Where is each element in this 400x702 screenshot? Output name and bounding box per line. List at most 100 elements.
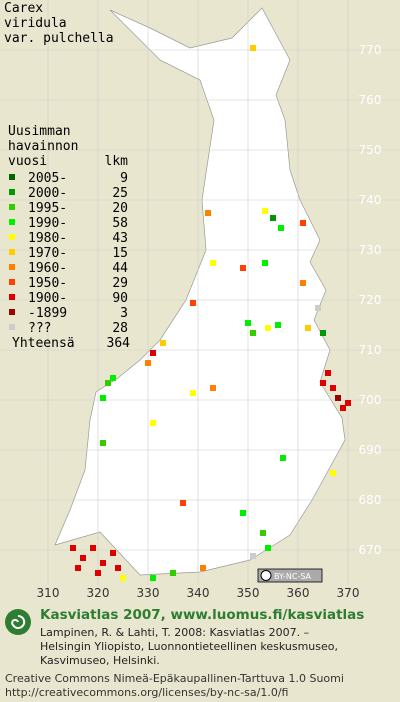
observation-square — [330, 385, 336, 391]
observation-square — [270, 215, 276, 221]
species-title: Carex — [4, 1, 43, 16]
observation-square — [305, 325, 311, 331]
citation: Lampinen, R. & Lahti, T. 2008: Kasviatla… — [40, 626, 309, 639]
legend-header: Uusimman — [8, 124, 71, 139]
legend-total-label: Yhteensä — [12, 336, 75, 351]
logo-spiral — [11, 614, 26, 629]
legend-count: 44 — [112, 261, 128, 276]
observation-square — [275, 322, 281, 328]
cc-icon — [260, 570, 272, 581]
y-grid-label: 680 — [359, 493, 382, 507]
legend-count: 9 — [120, 171, 128, 186]
observation-square — [115, 565, 121, 571]
observation-square — [240, 510, 246, 516]
legend-total-count: 364 — [107, 336, 131, 351]
legend-swatch — [9, 219, 15, 225]
observation-square — [250, 553, 256, 559]
citation: Kasvimuseo, Helsinki. — [40, 654, 160, 667]
observation-square — [105, 380, 111, 386]
y-grid-label: 690 — [359, 443, 382, 457]
x-grid-label: 340 — [187, 586, 210, 600]
legend-header: vuosi — [8, 154, 47, 169]
legend-count: 25 — [112, 186, 128, 201]
species-title: var. pulchella — [4, 31, 114, 46]
legend-swatch — [9, 204, 15, 210]
legend-label: 1950- — [28, 276, 67, 291]
legend-swatch — [9, 309, 15, 315]
legend-count: 3 — [120, 306, 128, 321]
badge-box — [257, 568, 323, 583]
brand: Kasviatlas 2007, www.luomus.fi/kasviatla… — [40, 607, 364, 623]
legend-label: 2005- — [28, 171, 67, 186]
license-badge: BY-NC-SA — [257, 568, 323, 583]
legend-header: lkm — [105, 154, 129, 169]
legend-swatch — [9, 249, 15, 255]
legend-label: 1990- — [28, 216, 67, 231]
observation-square — [150, 420, 156, 426]
observation-square — [210, 260, 216, 266]
legend-count: 90 — [112, 291, 128, 306]
x-grid-label: 350 — [237, 586, 260, 600]
observation-square — [320, 380, 326, 386]
y-grid-label: 770 — [359, 43, 382, 57]
observation-square — [335, 395, 341, 401]
legend-swatch — [9, 174, 15, 180]
observation-square — [80, 555, 86, 561]
observation-square — [100, 560, 106, 566]
legend-count: 29 — [112, 276, 128, 291]
legend-swatch — [9, 279, 15, 285]
observation-square — [200, 565, 206, 571]
legend-label: ??? — [28, 321, 51, 336]
observation-square — [265, 325, 271, 331]
legend-swatch — [9, 234, 15, 240]
observation-square — [100, 395, 106, 401]
x-grid-label: 360 — [287, 586, 310, 600]
legend-label: 1960- — [28, 261, 67, 276]
y-grid-label: 670 — [359, 543, 382, 557]
observation-square — [110, 375, 116, 381]
legend-label: 1995- — [28, 201, 67, 216]
y-grid-label: 720 — [359, 293, 382, 307]
observation-square — [95, 570, 101, 576]
x-grid-label: 370 — [337, 586, 360, 600]
logo — [5, 609, 31, 635]
legend-label: 2000- — [28, 186, 67, 201]
observation-square — [90, 545, 96, 551]
observation-square — [210, 385, 216, 391]
observation-square — [340, 405, 346, 411]
observation-square — [75, 565, 81, 571]
observation-square — [250, 330, 256, 336]
license-url: http://creativecommons.org/licenses/by-n… — [5, 686, 288, 699]
y-grid-label: 700 — [359, 393, 382, 407]
observation-square — [150, 350, 156, 356]
license-text: Creative Commons Nimeä-Epäkaupallinen-Ta… — [5, 672, 344, 685]
observation-square — [262, 208, 268, 214]
observation-square — [315, 305, 321, 311]
observation-square — [265, 545, 271, 551]
observation-square — [300, 220, 306, 226]
observation-square — [100, 440, 106, 446]
legend-swatch — [9, 264, 15, 270]
legend-swatch — [9, 189, 15, 195]
observation-square — [205, 210, 211, 216]
observation-square — [325, 370, 331, 376]
legend-swatch — [9, 294, 15, 300]
observation-square — [150, 575, 156, 581]
species-title: viridula — [4, 16, 67, 31]
badge-text: BY-NC-SA — [274, 572, 312, 581]
observation-square — [190, 300, 196, 306]
legend-count: 15 — [112, 246, 128, 261]
legend-count: 43 — [112, 231, 128, 246]
y-grid-label: 710 — [359, 343, 382, 357]
observation-square — [145, 360, 151, 366]
observation-square — [320, 330, 326, 336]
legend-swatch — [9, 324, 15, 330]
legend-count: 28 — [112, 321, 128, 336]
legend-label: 1980- — [28, 231, 67, 246]
y-grid-label: 740 — [359, 193, 382, 207]
observation-square — [160, 340, 166, 346]
y-grid-label: 760 — [359, 93, 382, 107]
legend-count: 20 — [112, 201, 128, 216]
observation-square — [170, 570, 176, 576]
